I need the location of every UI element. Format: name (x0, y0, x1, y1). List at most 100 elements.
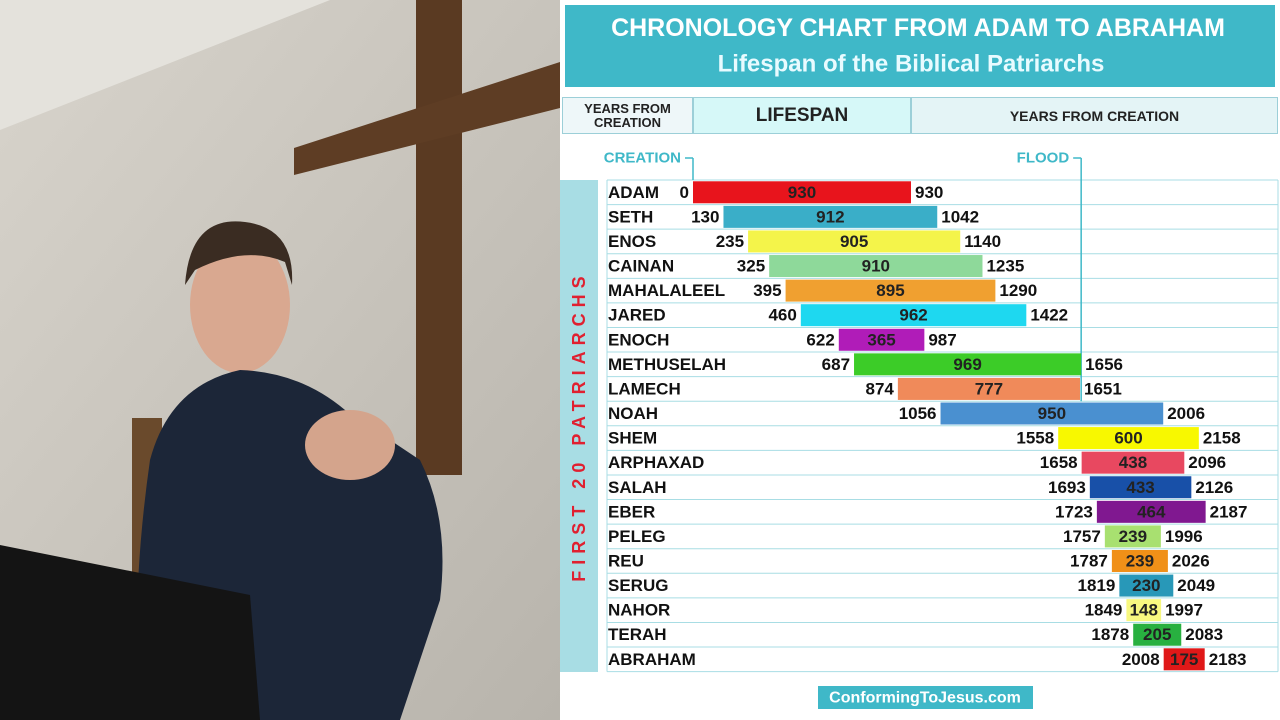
row-label: NOAH (608, 404, 658, 423)
lifespan-bar (1096, 500, 1206, 523)
lifespan-label: 438 (1119, 453, 1147, 472)
lifespan-bar (1081, 451, 1185, 474)
lifespan-label: 912 (816, 207, 844, 226)
lifespan-bar (1058, 427, 1199, 450)
lifespan-label: 205 (1143, 625, 1171, 644)
lifespan-label: 600 (1114, 429, 1142, 448)
start-label: 1558 (1016, 429, 1054, 448)
lifespan-label: 969 (953, 355, 981, 374)
lifespan-label: 148 (1130, 601, 1158, 620)
end-label: 1042 (941, 207, 979, 226)
start-label: 395 (753, 281, 781, 300)
group-band (560, 180, 598, 672)
end-label: 2026 (1172, 551, 1210, 570)
row-label: SERUG (608, 576, 668, 595)
row-label: EBER (608, 502, 655, 521)
lifespan-bar (748, 230, 961, 253)
start-label: 1723 (1055, 502, 1093, 521)
row-label: ADAM (608, 183, 659, 202)
footer: ConformingToJesus.com (829, 690, 1021, 707)
row-label: PELEG (608, 527, 666, 546)
row-label: CAINAN (608, 257, 674, 276)
lifespan-bar (1163, 648, 1205, 671)
speaker-scene (0, 0, 560, 720)
end-label: 1997 (1165, 601, 1203, 620)
lifespan-bar (1104, 525, 1161, 548)
start-label: 460 (768, 306, 796, 325)
lifespan-bar (785, 279, 996, 302)
start-label: 130 (691, 207, 719, 226)
column-header: YEARS FROM CREATION (562, 97, 693, 134)
start-label: 1878 (1091, 625, 1129, 644)
row-label: SHEM (608, 429, 657, 448)
end-label: 1996 (1165, 527, 1203, 546)
start-label: 687 (822, 355, 850, 374)
start-label: 1849 (1085, 601, 1123, 620)
lifespan-bar (1126, 599, 1162, 622)
start-label: 2008 (1122, 650, 1160, 669)
start-label: 1056 (899, 404, 937, 423)
lifespan-label: 433 (1126, 478, 1154, 497)
end-label: 987 (928, 330, 956, 349)
row-label: METHUSELAH (608, 355, 726, 374)
end-label: 2006 (1167, 404, 1205, 423)
start-label: 1693 (1048, 478, 1086, 497)
lifespan-label: 895 (876, 281, 904, 300)
lifespan-bar (897, 377, 1080, 400)
lifespan-label: 239 (1119, 527, 1147, 546)
start-label: 1819 (1078, 576, 1116, 595)
end-label: 1651 (1084, 379, 1122, 398)
lifespan-bar (1089, 476, 1192, 499)
group-label: FIRST 20 PATRIARCHS (569, 270, 589, 581)
end-label: 930 (915, 183, 943, 202)
lifespan-label: 230 (1132, 576, 1160, 595)
end-label: 1235 (986, 257, 1024, 276)
lifespan-bar (800, 304, 1027, 327)
start-label: 1757 (1063, 527, 1101, 546)
end-label: 1656 (1085, 355, 1123, 374)
lifespan-label: 365 (867, 330, 895, 349)
row-label: ENOS (608, 232, 656, 251)
lifespan-bar (838, 328, 925, 351)
end-label: 1422 (1030, 306, 1068, 325)
row-label: SETH (608, 207, 653, 226)
end-label: 2183 (1209, 650, 1247, 669)
lifespan-label: 930 (788, 183, 816, 202)
end-label: 2126 (1195, 478, 1233, 497)
row-label: MAHALALEEL (608, 281, 725, 300)
marker-label: FLOOD (1017, 150, 1070, 167)
row-label: REU (608, 551, 644, 570)
lifespan-label: 239 (1126, 551, 1154, 570)
end-label: 2083 (1185, 625, 1223, 644)
start-label: 622 (806, 330, 834, 349)
lifespan-label: 910 (862, 257, 890, 276)
row-label: JARED (608, 306, 666, 325)
lifespan-bar (1119, 574, 1174, 597)
end-label: 2049 (1177, 576, 1215, 595)
start-label: 1658 (1040, 453, 1078, 472)
lifespan-bar (1111, 549, 1168, 572)
end-label: 2187 (1210, 502, 1248, 521)
row-label: ABRAHAM (608, 650, 696, 669)
start-label: 874 (865, 379, 894, 398)
row-label: NAHOR (608, 601, 670, 620)
lifespan-label: 962 (899, 306, 927, 325)
lifespan-label: 950 (1038, 404, 1066, 423)
title-band (565, 5, 1275, 87)
start-label: 1787 (1070, 551, 1108, 570)
start-label: 235 (716, 232, 744, 251)
chart-subtitle: Lifespan of the Biblical Patriarchs (718, 51, 1105, 78)
column-header: LIFESPAN (693, 97, 911, 134)
lifespan-label: 905 (840, 232, 868, 251)
lifespan-bar (769, 255, 983, 278)
end-label: 1140 (964, 232, 1001, 251)
lifespan-label: 175 (1170, 650, 1198, 669)
lifespan-label: 464 (1137, 502, 1166, 521)
row-label: LAMECH (608, 379, 681, 398)
end-label: 1290 (999, 281, 1037, 300)
footer-band (818, 686, 1033, 709)
lifespan-bar (1133, 623, 1182, 646)
lifespan-bar (723, 205, 938, 228)
lifespan-label: 777 (975, 379, 1003, 398)
